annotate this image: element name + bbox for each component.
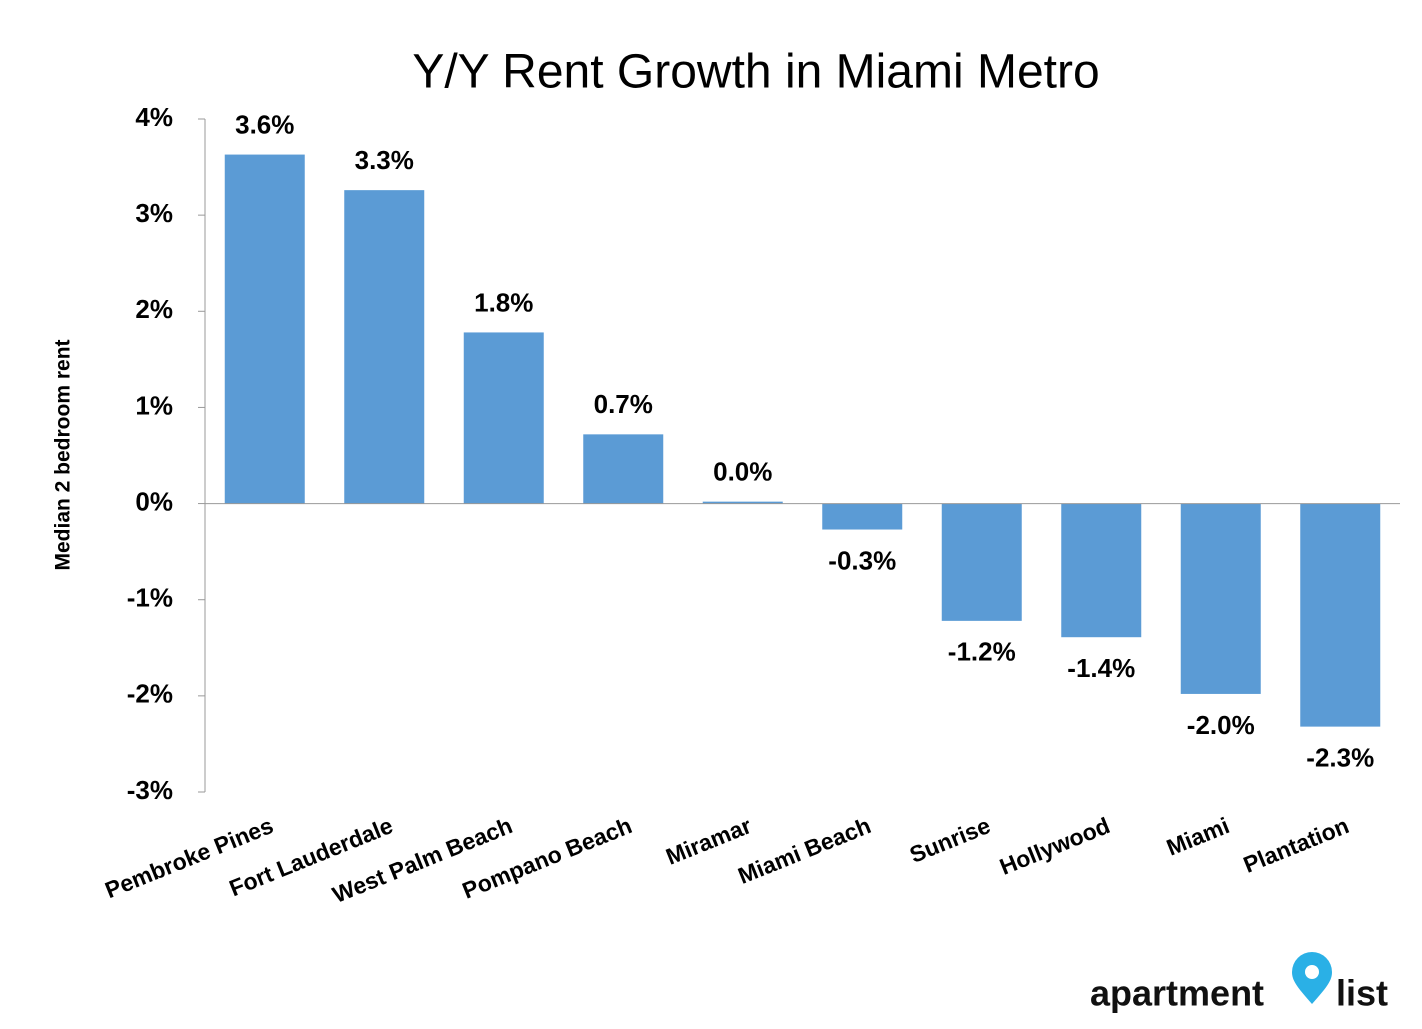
y-tick-label: -1% [127,583,173,613]
y-tick-label: 4% [135,102,173,132]
value-label: 0.0% [713,457,772,487]
bar [1300,503,1381,727]
x-tick-label: Plantation [1240,812,1353,878]
y-tick-label: 2% [135,294,173,324]
value-label: -2.3% [1306,742,1374,772]
bar [1180,503,1261,694]
y-tick-label: 0% [135,486,173,516]
value-label: -2.0% [1187,710,1255,740]
y-axis-label: Median 2 bedroom rent [52,339,75,570]
bar [822,503,903,530]
x-tick-label: Hollywood [996,812,1114,880]
value-label: 3.6% [235,109,294,139]
logo: apartment list [1090,952,1388,1014]
chart-title: Y/Y Rent Growth in Miami Metro [412,46,1099,99]
y-tick-label: 1% [135,390,173,420]
x-tick-label: Sunrise [906,812,994,868]
bar [463,332,544,504]
value-label: 0.7% [594,389,653,419]
bar [1061,503,1142,638]
x-tick-label: Miami [1163,812,1233,861]
value-label: -0.3% [828,545,896,575]
value-label: 1.8% [474,287,533,317]
bar [941,503,1022,621]
value-label: -1.2% [948,637,1016,667]
bar [344,190,425,504]
bar [583,434,664,504]
bar [702,501,783,504]
y-tick-label: -2% [127,679,173,709]
value-label: -1.4% [1067,653,1135,683]
y-tick-label: 3% [135,198,173,228]
value-label: 3.3% [355,145,414,175]
x-tick-label: Miami Beach [734,812,874,889]
logo-text: list [1336,973,1388,1014]
logo-pin-dot [1305,965,1319,979]
y-tick-label: -3% [127,775,173,805]
bar [224,154,305,504]
logo-text: apartment [1090,973,1264,1014]
